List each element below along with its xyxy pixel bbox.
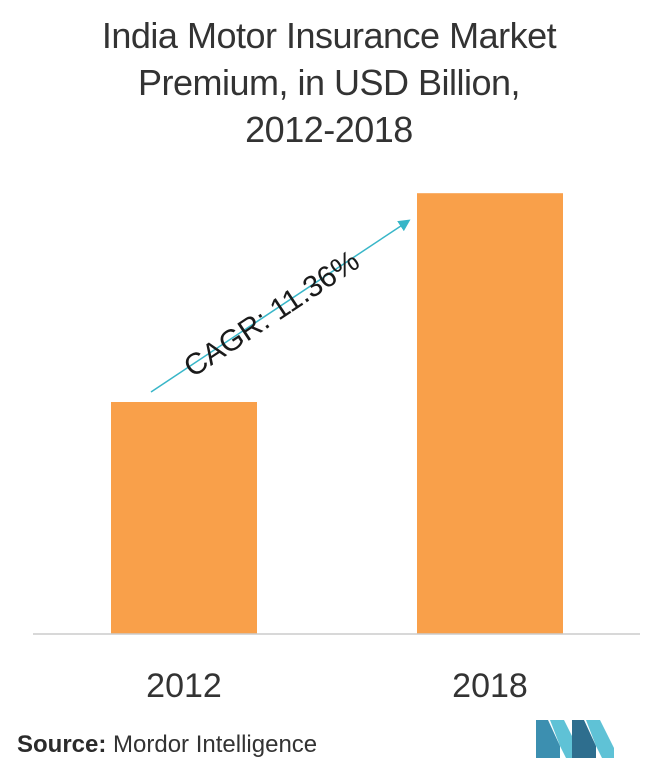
source-text: Mordor Intelligence (113, 731, 318, 758)
chart-title-line-1: India Motor Insurance Market (101, 15, 557, 56)
logo-shape-2 (550, 720, 578, 758)
cagr-arrow (150, 219, 411, 393)
x-tick-labels: 2012 2018 (146, 667, 528, 705)
chart-title-line-3: 2012-2018 (245, 109, 413, 150)
bar-2012 (111, 402, 257, 634)
cagr-annotation: CAGR: 11.36% (178, 244, 365, 384)
x-tick-label-2012: 2012 (146, 667, 222, 705)
source-label: Source: (17, 731, 107, 758)
x-tick-label-2018: 2018 (452, 667, 528, 705)
logo-shape-1 (536, 720, 560, 758)
mordor-intelligence-logo-icon (536, 720, 614, 758)
logo-shape-3 (572, 720, 596, 758)
bar-2018 (417, 193, 563, 634)
logo-shape-4 (586, 720, 614, 758)
bars-group (111, 193, 563, 634)
chart-title-line-2: Premium, in USD Billion, (137, 62, 521, 103)
source-note: Source: Mordor Intelligence (17, 731, 317, 759)
chart-title: India Motor Insurance Market Premium, in… (0, 12, 658, 153)
